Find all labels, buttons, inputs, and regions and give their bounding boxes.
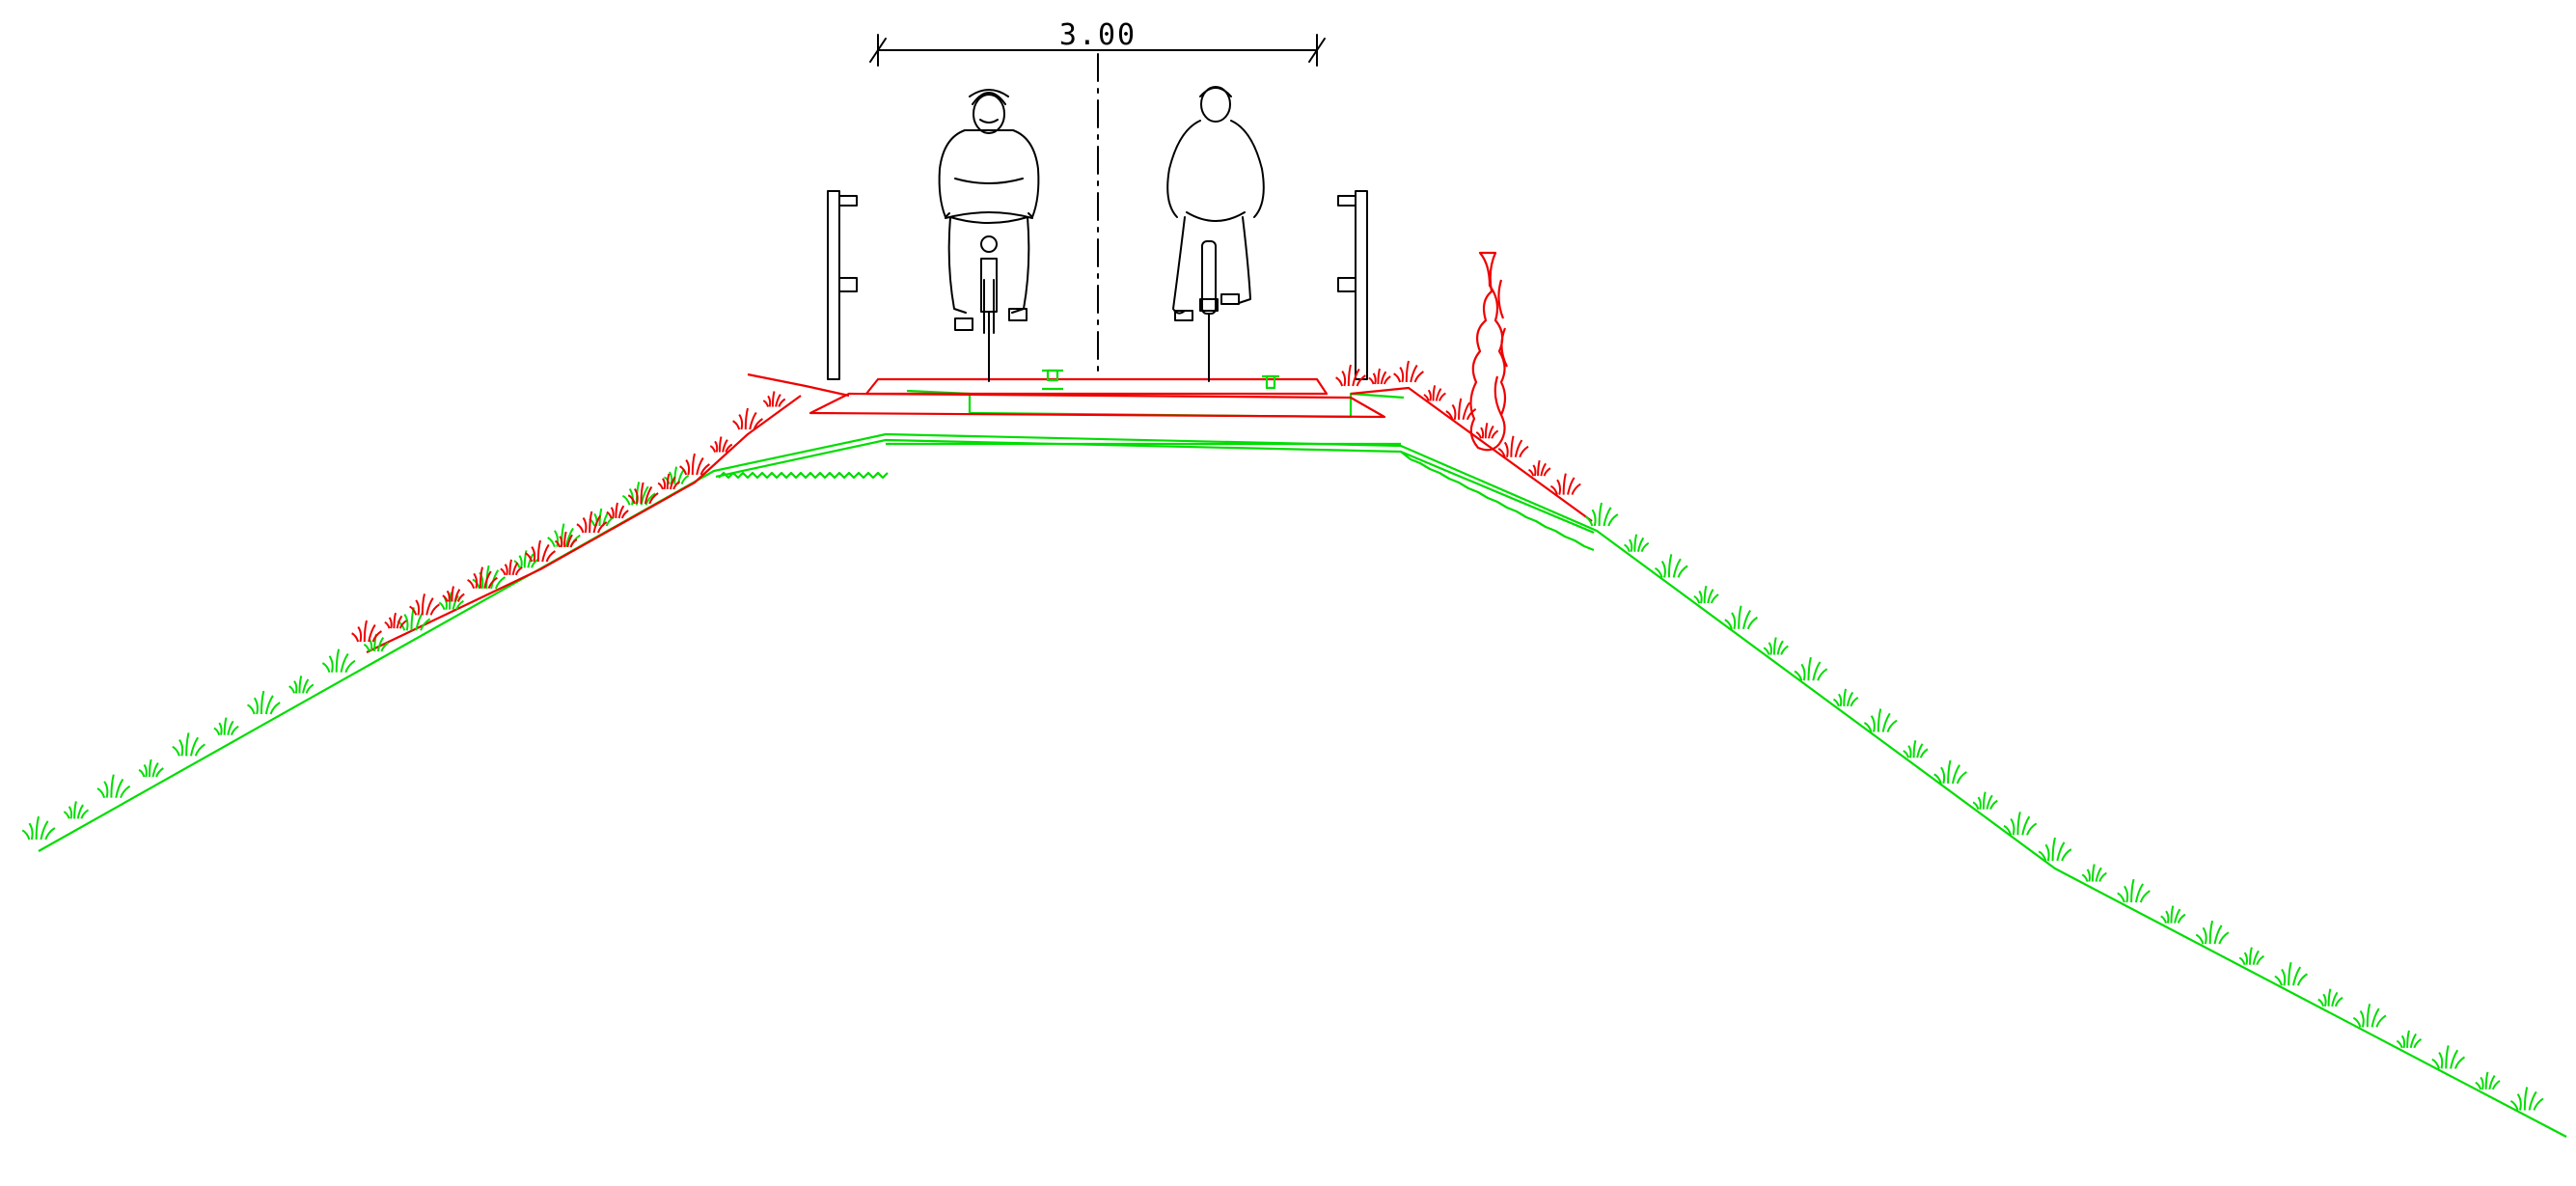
grass-tuft-green: [1763, 637, 1789, 655]
grass-tuft-red: [606, 502, 629, 519]
grass-tuft-green: [2396, 1030, 2423, 1049]
grass-tuft-green: [1903, 739, 1929, 758]
rail-clips: [1042, 369, 1279, 391]
grass-tuft-red: [500, 559, 523, 576]
grass-tuft-green: [2160, 905, 2186, 924]
left-railing-post: [827, 190, 858, 380]
dimension-label: 3.00: [1059, 18, 1137, 52]
grass-tuft-green: [2038, 837, 2072, 862]
grass-tuft-green: [96, 774, 131, 799]
grass-tuft-red: [467, 566, 498, 590]
grass-tuft-red: [1423, 385, 1446, 401]
grass-tuft-red: [1393, 360, 1424, 383]
grass-tuft-green: [1693, 585, 1719, 604]
grass-tuft-green: [1863, 708, 1898, 732]
grass-tuft-green: [363, 633, 390, 652]
grass-tuft-green: [472, 565, 507, 590]
right-railing-post: [1337, 190, 1368, 380]
grass-tuft-green: [589, 508, 615, 527]
grass-tuft-red: [762, 391, 786, 407]
grass-tuft-red: [1549, 473, 1581, 495]
grass-tuft-green: [2475, 1071, 2501, 1090]
grass-tuft-green: [2274, 961, 2308, 986]
grass-tuft-red: [709, 436, 733, 453]
existing-ground-profile: [38, 389, 2567, 1138]
grass-tuft-red: [384, 612, 407, 629]
cyclist-rear: [1166, 86, 1265, 382]
grass-green-vegetation: [21, 466, 2544, 1111]
grass-tuft-red: [576, 510, 608, 534]
grass-tuft-green: [664, 466, 690, 485]
grass-tuft-green: [547, 523, 581, 548]
grass-tuft-green: [2317, 988, 2343, 1007]
grass-tuft-green: [321, 648, 356, 674]
grass-tuft-red: [1445, 398, 1477, 421]
grass-tuft-green: [138, 758, 164, 778]
grass-tuft-red: [679, 453, 710, 476]
grass-tuft-red: [1368, 368, 1391, 385]
grass-red-vegetation: [351, 360, 1581, 643]
grass-tuft-red: [1475, 423, 1499, 439]
grass-tuft-red: [732, 407, 763, 430]
grass-tuft-green: [2509, 1087, 2544, 1111]
grass-tuft-green: [1832, 688, 1859, 707]
grass-tuft-red: [1497, 435, 1529, 458]
grass-tuft-green: [1624, 534, 1650, 553]
grass-tuft-red: [554, 531, 578, 548]
grass-tuft-red: [525, 539, 556, 563]
grass-tuft-green: [2352, 1004, 2387, 1028]
grass-tuft-green: [2117, 878, 2151, 903]
cypress-tree: [1469, 251, 1508, 452]
grass-tuft-green: [2431, 1045, 2466, 1069]
grass-tuft-green: [1933, 759, 1967, 785]
grass-tuft-red: [657, 473, 681, 490]
grass-tuft-red: [409, 593, 440, 616]
grass-tuft-green: [397, 607, 431, 631]
subgrade-hatch: [718, 442, 1595, 552]
grass-tuft-green: [2238, 947, 2265, 966]
dimension-3m: 3.00: [869, 18, 1326, 67]
grass-tuft-red: [1528, 459, 1551, 477]
grass-tuft-red: [442, 586, 465, 602]
grass-tuft-green: [2081, 864, 2107, 882]
grass-tuft-red: [627, 482, 659, 505]
grass-tuft-green: [2003, 812, 2038, 836]
grass-tuft-green: [1794, 656, 1828, 681]
grass-tuft-green: [1584, 502, 1619, 527]
grass-tuft-green: [213, 717, 239, 736]
grass-tuft-green: [172, 732, 206, 757]
pavement-layers: [366, 372, 1593, 653]
grass-tuft-red: [351, 620, 382, 643]
grass-tuft-green: [288, 676, 315, 694]
grass-tuft-green: [1724, 605, 1758, 630]
grass-tuft-red: [1335, 364, 1366, 387]
grass-tuft-green: [247, 690, 281, 715]
grass-tuft-green: [1972, 791, 1998, 810]
grass-tuft-green: [21, 815, 56, 841]
cyclist-front: [938, 89, 1040, 382]
grass-tuft-green: [1655, 554, 1688, 578]
grass-tuft-green: [63, 801, 90, 819]
grass-tuft-green: [2195, 920, 2230, 945]
